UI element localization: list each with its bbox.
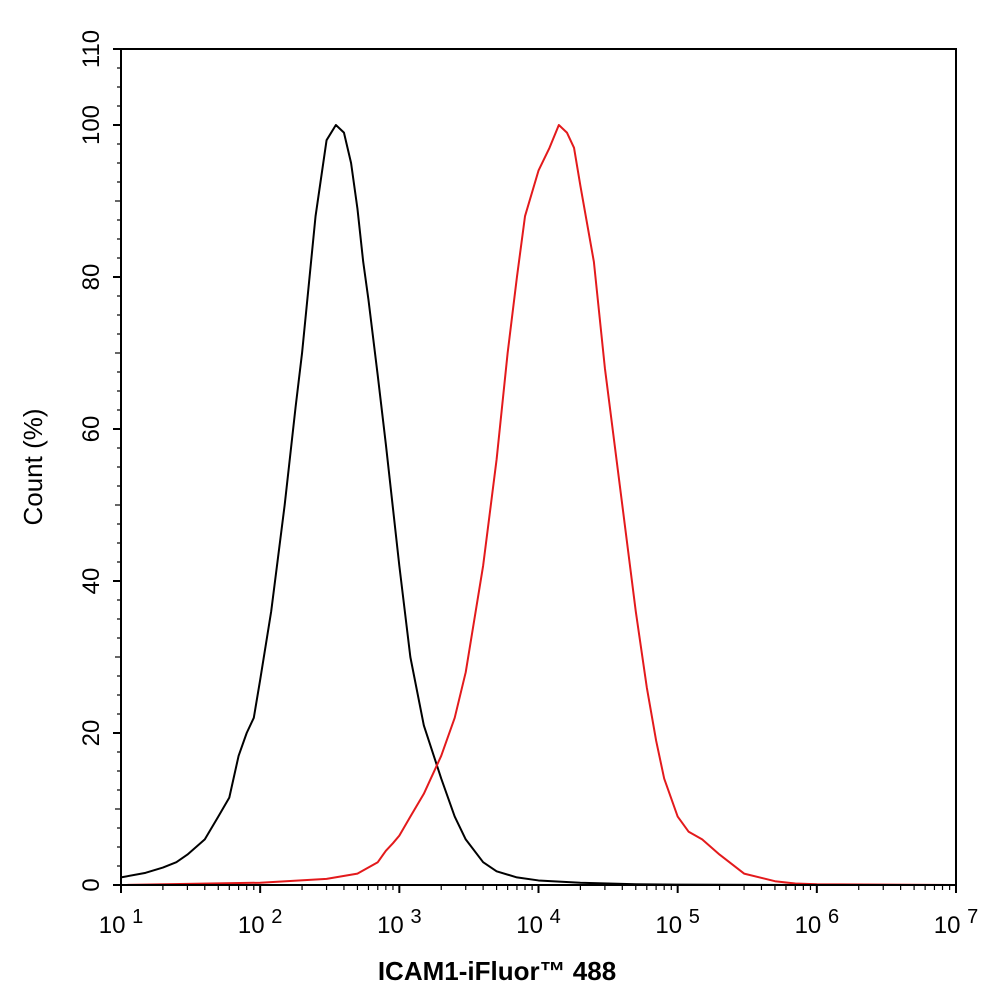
y-tick-label: 0 [78,878,105,891]
x-tick-label: 10 1 [99,906,144,939]
control-histogram-line [120,124,956,886]
y-axis-title: Count (%) [18,408,48,525]
x-tick-label: 10 3 [377,906,422,939]
y-tick-label: 20 [78,720,105,747]
x-axis-title: ICAM1-iFluor™ 488 [378,956,616,986]
x-tick-label: 10 6 [795,906,840,939]
y-tick-label: 100 [78,105,105,145]
plot-frame [120,48,957,886]
y-tick-label: 40 [78,568,105,595]
y-tick-label: 60 [78,416,105,443]
x-tick-label: 10 4 [516,906,561,939]
y-tick-label: 110 [78,30,105,68]
x-tick-label: 10 5 [655,906,700,939]
y-tick-label: 80 [78,264,105,291]
icam1-histogram-line [120,124,957,886]
axis-ticks [113,48,957,893]
x-tick-label: 10 7 [934,906,979,939]
tick-labels: 0 20 40 60 80 100 110 10 1 10 2 10 3 10 4 10 5 10 6 1… [78,30,978,939]
x-tick-label: 10 2 [238,906,283,939]
series-layer [120,124,957,886]
